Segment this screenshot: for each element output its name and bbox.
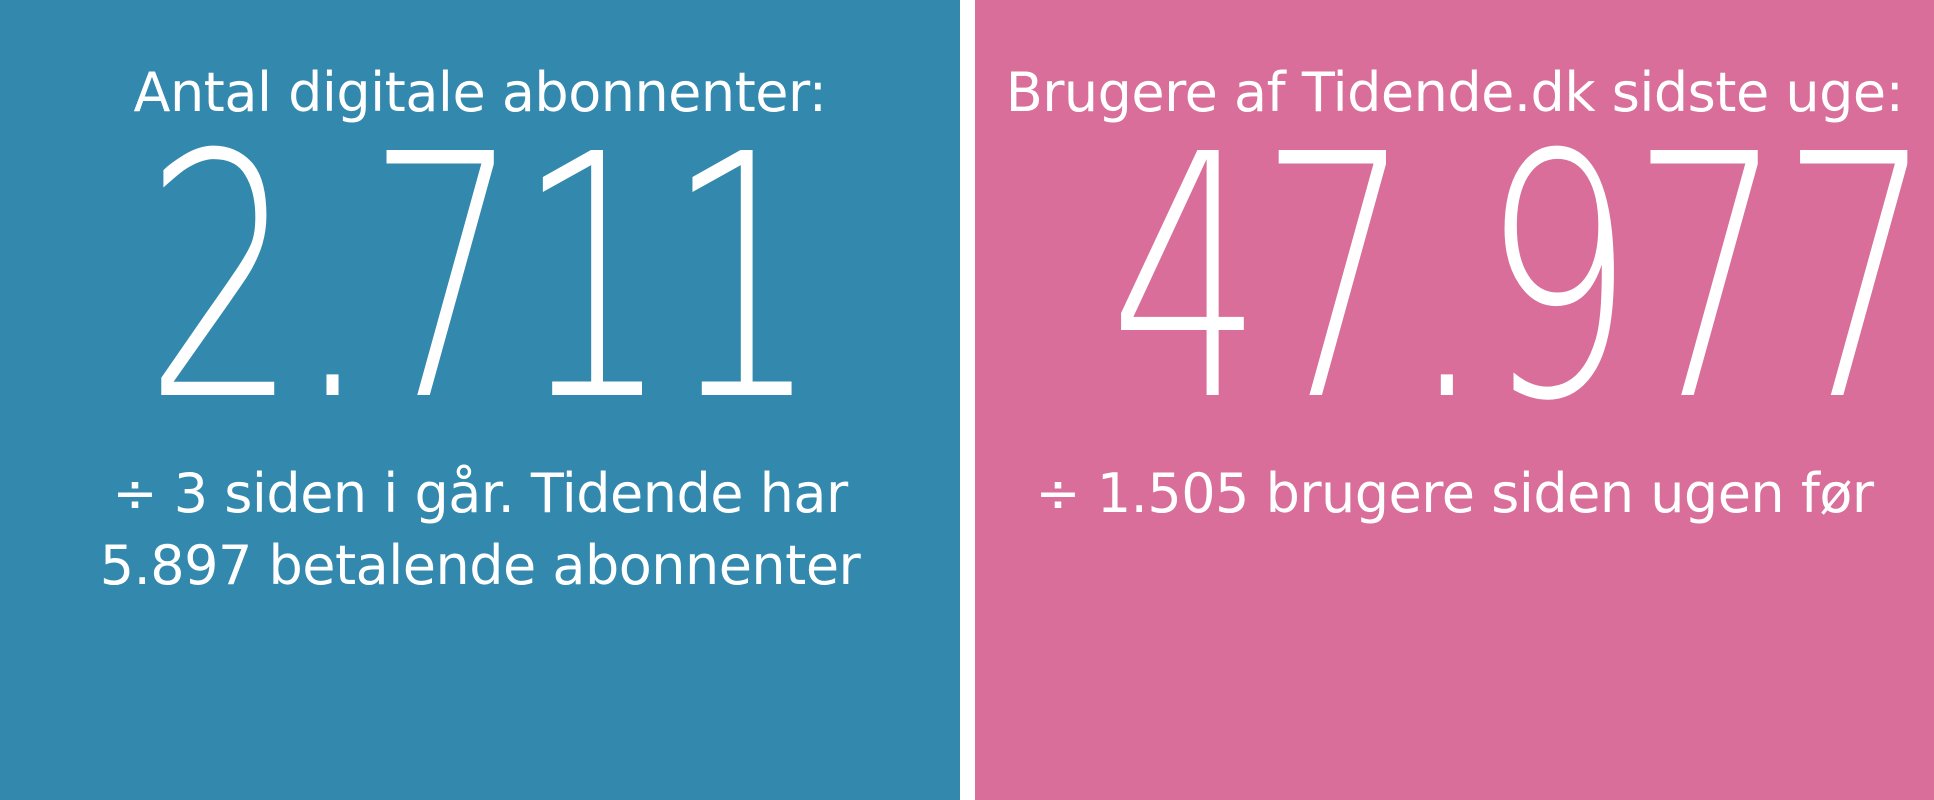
digital-subscribers-change-line-1: ÷ 3 siden i går. Tidende har [112,462,848,525]
weekly-users-count: 47.977 [1109,84,1934,475]
weekly-users-change: ÷ 1.505 brugere siden ugen før [975,458,1934,530]
weekly-users-change-line: ÷ 1.505 brugere siden ugen før [1035,462,1874,525]
digital-subscribers-count: 2.711 [144,84,820,475]
digital-subscribers-panel: Antal digitale abonnenter: 2.711 ÷ 3 sid… [0,0,960,800]
paying-subscribers-line: 5.897 betalende abonnenter [99,534,861,597]
digital-subscribers-change: ÷ 3 siden i går. Tidende har 5.897 betal… [0,458,960,602]
digital-subscribers-heading: Antal digitale abonnenter: [133,61,827,124]
weekly-users-heading: Brugere af Tidende.dk sidste uge: [1005,61,1904,124]
weekly-users-panel: Brugere af Tidende.dk sidste uge: 47.977… [975,0,1934,800]
